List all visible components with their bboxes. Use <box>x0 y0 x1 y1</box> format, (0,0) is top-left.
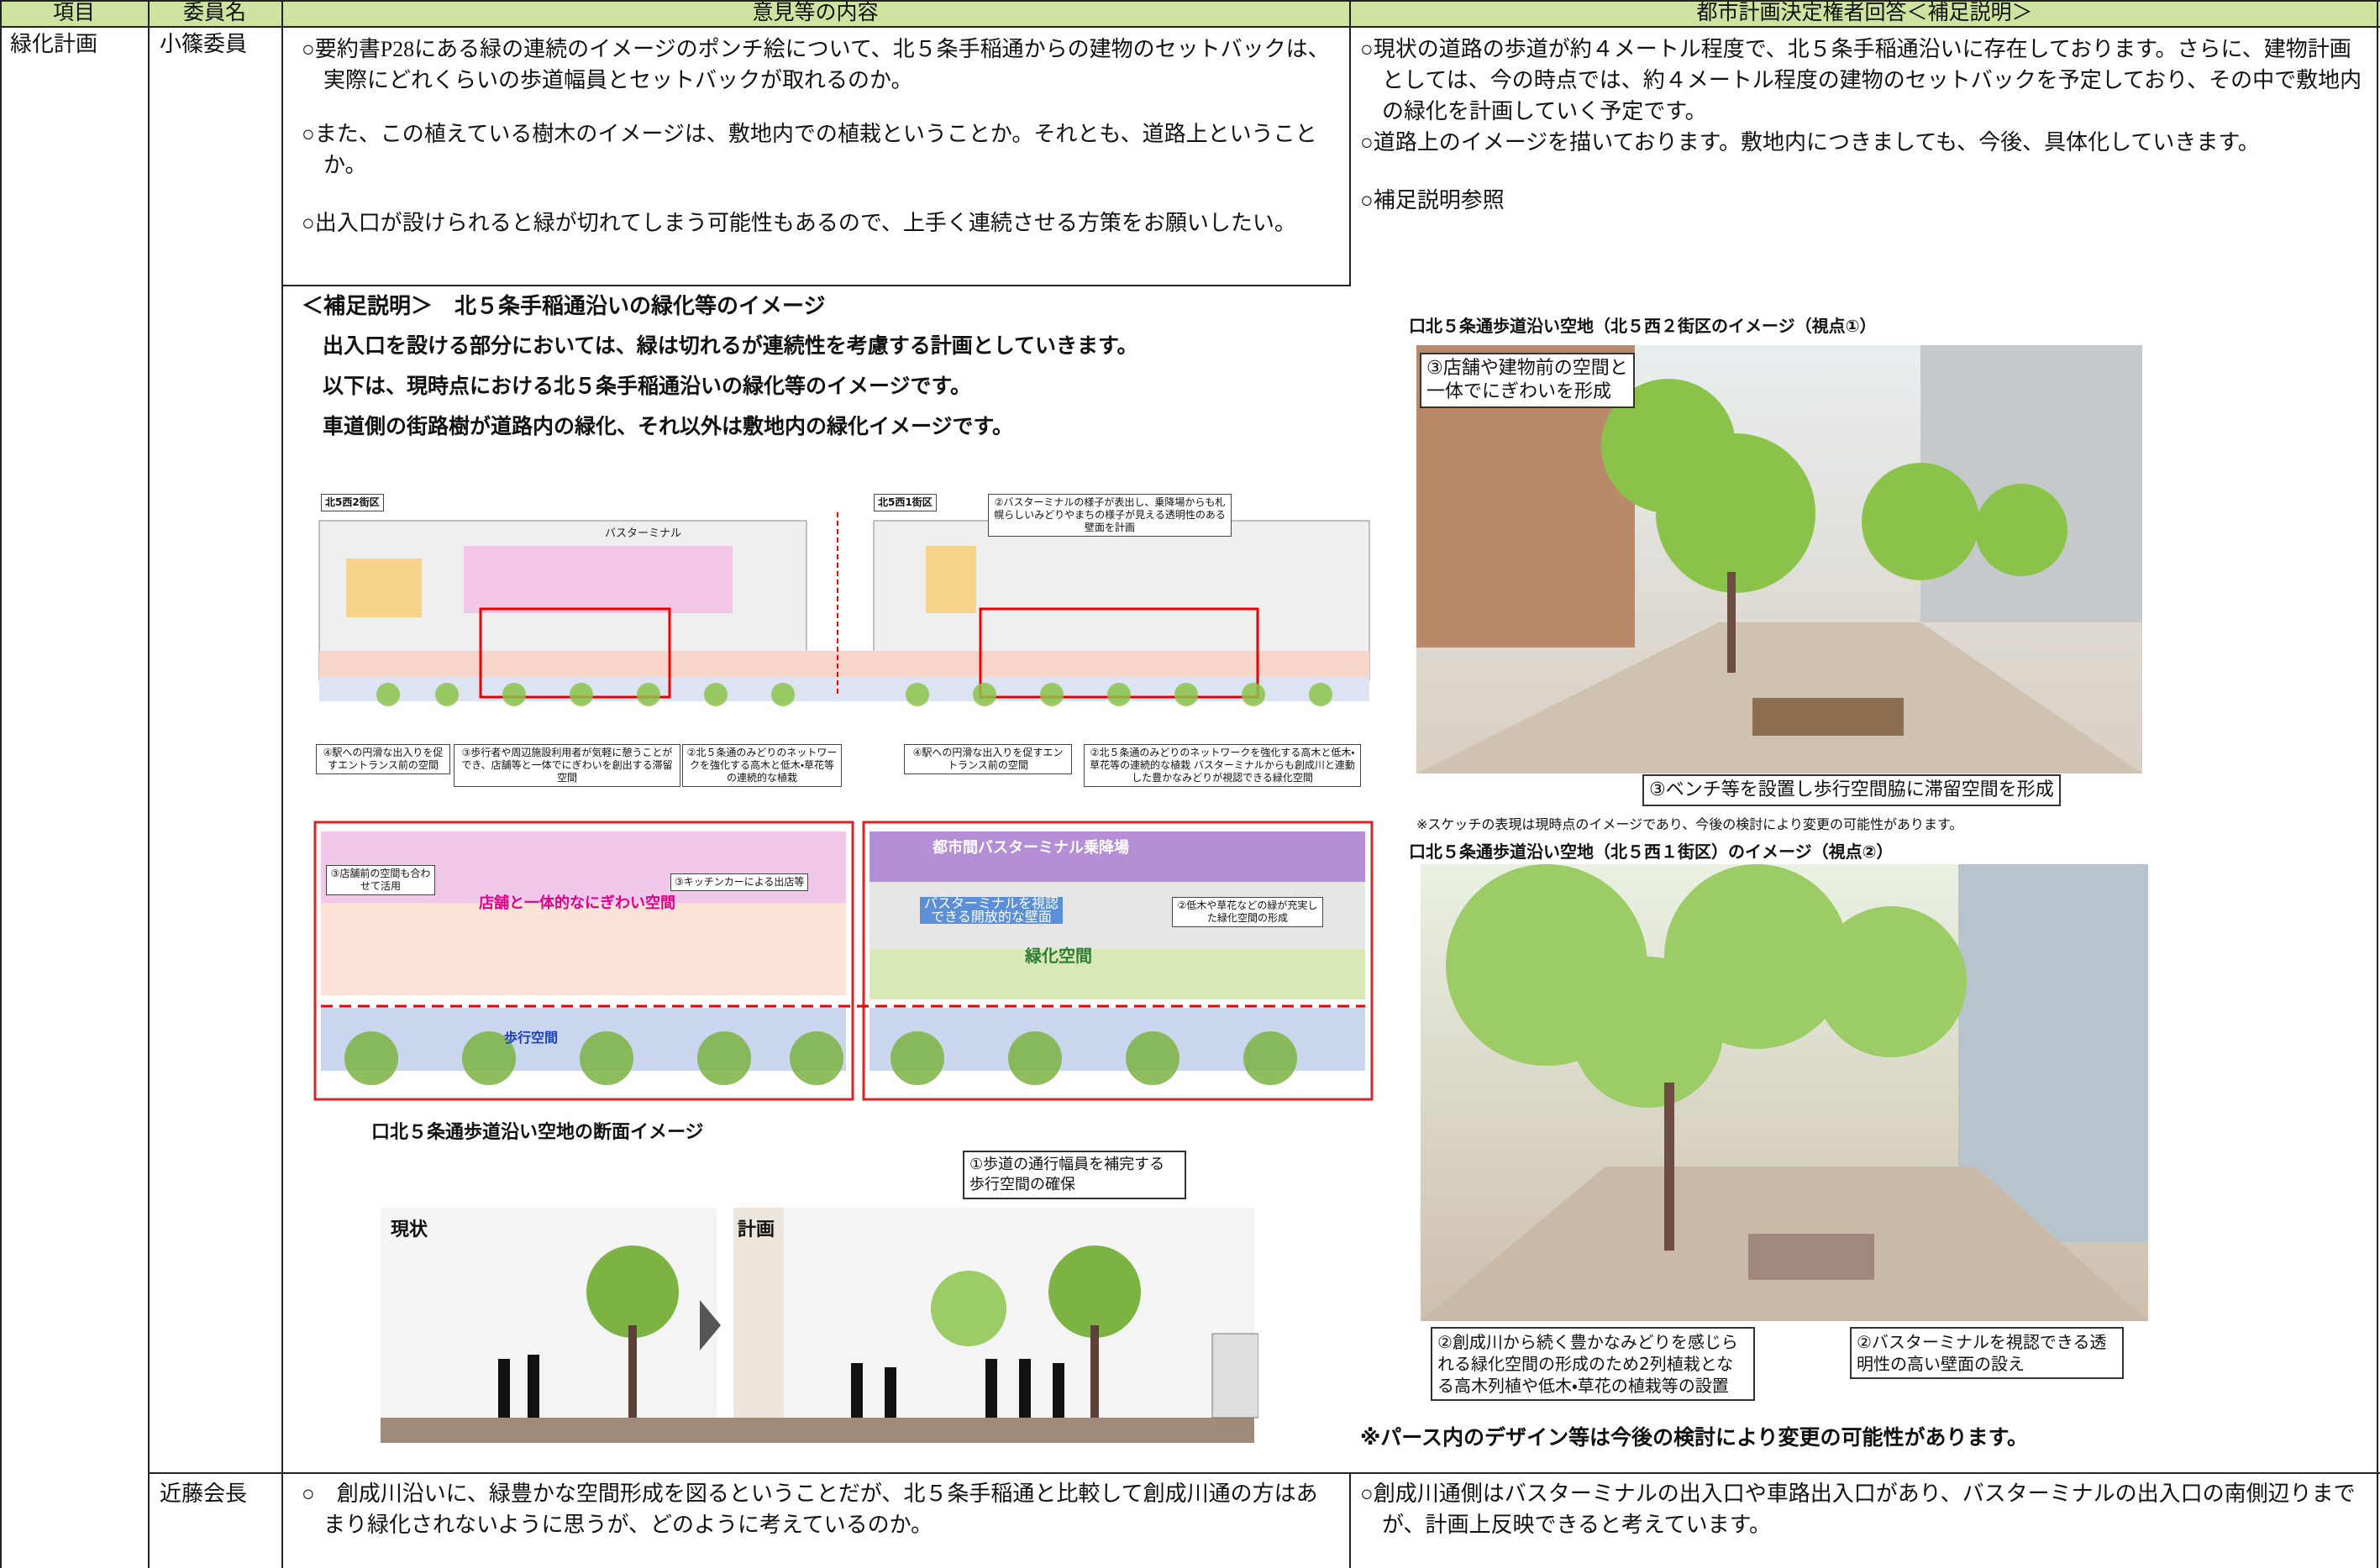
detail-green <box>870 949 1365 999</box>
section-arrow <box>700 1300 721 1350</box>
plan-shop <box>464 546 733 613</box>
header-cell: 委員名 <box>148 0 281 26</box>
plan-trees <box>376 683 1332 706</box>
opinion-text: ○ 創成川沿いに、緑豊かな空間形成を図るということだが、北５条手稲通と比較して創… <box>302 1481 1318 1537</box>
section-people <box>498 1355 1064 1418</box>
plan-label: 北5西2街区 <box>321 494 384 511</box>
header-cell: 都市計画決定権者回答＜補足説明＞ <box>1349 0 2380 26</box>
supplement-line: 以下は、現時点における北５条手稲通沿いの緑化等のイメージです。 <box>323 374 972 398</box>
border <box>0 0 2380 2</box>
plan-label: バスターミナルを視認できる開放的な壁面 <box>920 897 1063 924</box>
opinion: ○また、この植えている樹木のイメージは、敷地内での植栽ということか。それとも、道… <box>302 122 1317 177</box>
sketch-trunk <box>1727 572 1736 673</box>
section-bg <box>381 1208 717 1443</box>
sketch-trees <box>1446 864 1967 1108</box>
plan-callout: ④駅への円滑な出入りを促すエントランス前の空間 <box>316 744 450 774</box>
section-tree <box>931 1271 1006 1346</box>
detail-trees <box>344 1031 1297 1085</box>
section-trunk <box>628 1325 637 1418</box>
plan-callout: ③キッチンカーによる出店等 <box>670 873 809 891</box>
plan-core <box>926 546 976 613</box>
section-bus <box>1211 1333 1258 1419</box>
sketch-callout: ③ベンチ等を設置し歩行空間脇に滞留空間を形成 <box>1642 774 2061 806</box>
member: 近藤会長 <box>160 1481 248 1506</box>
section-label: 計画 <box>738 1219 775 1240</box>
plan-drawing <box>313 512 1374 1101</box>
section-trunk <box>1090 1325 1099 1418</box>
opinion: ○ 創成川沿いに、緑豊かな空間形成を図るということだが、北５条手稲通と比較して創… <box>302 1478 1335 1540</box>
answer: ○創成川通側はバスターミナルの出入口や車路出入口があり、バスターミナルの出入口の… <box>1360 1478 2364 1540</box>
plan-label: バスターミナル <box>605 527 682 540</box>
sketch-image <box>1416 345 2142 774</box>
opinions: ○要約書P28にある緑の連続のイメージのポンチ絵について、北５条手稲通からの建物… <box>302 34 1335 261</box>
detail-plaza <box>321 903 846 995</box>
border <box>281 0 283 1568</box>
plan-label: 緑化空間 <box>1025 946 1092 966</box>
opinion: ○要約書P28にある緑の連続のイメージのポンチ絵について、北５条手稲通からの建物… <box>302 37 1330 92</box>
sketch-trunk <box>1664 1083 1674 1251</box>
section-callout: ①歩道の通行幅員を補完する歩行空間の確保 <box>963 1151 1186 1199</box>
section-image <box>381 1208 1258 1443</box>
answer: ○道路上のイメージを描いております。敷地内につきましても、今後、具体化していきま… <box>1360 130 2260 155</box>
detail-platform <box>870 831 1365 882</box>
supplement-line: 出入口を設ける部分においては、緑は切れるが連続性を考慮する計画としていきます。 <box>323 333 1138 358</box>
section-title: 口北５条通歩道沿い空地の断面イメージ <box>371 1122 704 1143</box>
answer-text: ○創成川通側はバスターミナルの出入口や車路出入口があり、バスターミナルの出入口の… <box>1360 1481 2356 1537</box>
sketch-callout: ③店舗や建物前の空間と一体でにぎわいを形成 <box>1420 353 1635 408</box>
supplement-note: ※パース内のデザイン等は今後の検討により変更の可能性があります。 <box>1360 1425 2029 1450</box>
answer: ○現状の道路の歩道が約４メートル程度で、北５条手稲通沿いに存在しております。さら… <box>1360 37 2362 123</box>
sketch-callout: ②バスターミナルを視認できる透明性の高い壁面の設え <box>1850 1327 2124 1379</box>
section-building <box>733 1208 784 1443</box>
border <box>0 26 2380 28</box>
plan-callout: ②北５条通のみどりのネットワークを強化する高木と低木・草花等の連続的な植栽 バス… <box>1084 744 1361 787</box>
plan-callout: ②北５条通のみどりのネットワークを強化する高木と低木・草花等の連続的な植栽 <box>682 744 842 787</box>
supplement-title: ＜補足説明＞ 北５条手稲通沿いの緑化等のイメージ <box>302 294 826 319</box>
sketch-building <box>1958 864 2148 1242</box>
border <box>1349 1472 1351 1568</box>
border <box>148 1472 2380 1474</box>
plan-sidewalk <box>319 651 1369 676</box>
plan-callout: ②低木や草花などの緑が充実した緑化空間の形成 <box>1172 897 1323 927</box>
section-ground <box>381 1418 1254 1443</box>
border <box>2377 0 2378 1568</box>
sketch-caption: 口北５条通歩道沿い空地（北５西２街区のイメージ（視点①） <box>1409 316 1877 336</box>
plan-callout: ④駅への円滑な出入りを促すエントランス前の空間 <box>904 744 1072 774</box>
member: 小篠委員 <box>160 32 248 56</box>
item: 緑化計画 <box>10 32 98 56</box>
border <box>281 285 1351 286</box>
sketch-trees <box>1601 379 2067 593</box>
border <box>1349 0 1351 285</box>
plan-core <box>346 559 422 617</box>
plan-callout: ③店舗前の空間も合わせて活用 <box>326 865 435 895</box>
opinion: ○出入口が設けられると緑が切れてしまう可能性もあるので、上手く連続させる方策をお… <box>302 211 1296 235</box>
sketch-planter <box>1752 698 1904 736</box>
border <box>0 0 2 1568</box>
plan-label: 北5西1街区 <box>874 494 937 511</box>
sketch-callout: ②創成川から続く豊かなみどりを感じられる緑化空間の形成のため2列植栽となる高木列… <box>1431 1327 1755 1401</box>
plan-label: 歩行空間 <box>504 1030 559 1046</box>
section-tree <box>586 1245 679 1338</box>
sketch-note: ※スケッチの表現は現時点のイメージであり、今後の検討により変更の可能性があります… <box>1416 816 1963 832</box>
answers: ○現状の道路の歩道が約４メートル程度で、北５条手稲通沿いに存在しております。さら… <box>1360 34 2364 239</box>
plan-callout: ③歩行者や周辺施設利用者が気軽に憩うことができ、店舗等と一体でにぎわいを創出する… <box>454 744 680 787</box>
header-cell: 意見等の内容 <box>281 0 1349 26</box>
plan-label: 都市間バスターミナル乗降場 <box>933 839 1129 857</box>
header-cell: 項目 <box>0 0 148 26</box>
sketch-planter <box>1748 1234 1874 1280</box>
section-tree <box>1048 1245 1141 1338</box>
plan-label: 店舗と一体的なにぎわい空間 <box>479 894 675 912</box>
sketch-image <box>1421 864 2148 1321</box>
answer: ○補足説明参照 <box>1360 188 1505 212</box>
supplement-line: 車道側の街路樹が道路内の緑化、それ以外は敷地内の緑化イメージです。 <box>323 414 1014 438</box>
sketch-caption: 口北５条通歩道沿い空地（北５西１街区）のイメージ（視点②） <box>1409 842 1894 862</box>
border <box>148 0 150 1568</box>
section-label: 現状 <box>391 1219 428 1240</box>
plan-callout: ②バスターミナルの様子が表出し、乗降場からも札幌らしいみどりやまちの様子が見える… <box>988 494 1232 537</box>
